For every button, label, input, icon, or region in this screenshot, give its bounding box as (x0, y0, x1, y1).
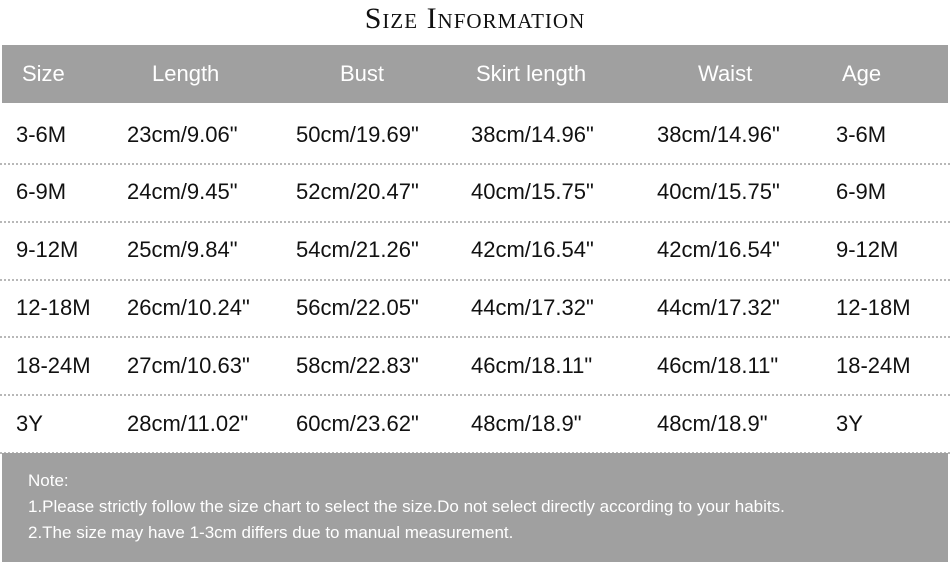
table-cell: 25cm/9.84" (127, 237, 238, 263)
table-cell: 3Y (16, 410, 43, 436)
table-cell: 42cm/16.54" (471, 237, 594, 263)
note-box: Note: 1.Please strictly follow the size … (2, 453, 948, 562)
table-cell: 50cm/19.69" (296, 121, 419, 147)
table-cell: 38cm/14.96" (471, 121, 594, 147)
table-cell: 6-9M (836, 179, 887, 205)
table-cell: 46cm/18.11" (471, 352, 593, 378)
table-header: Size Length Bust Skirt length Waist Age (2, 45, 948, 103)
note-label: Note: (28, 471, 69, 490)
table-row: 9-12M 25cm/9.84" 54cm/21.26" 42cm/16.54" 42c… (0, 222, 950, 281)
table-cell: 58cm/22.83" (296, 352, 419, 378)
table-cell: 3-6M (836, 121, 887, 147)
table-cell: 48cm/18.9" (657, 410, 768, 436)
table-cell: 24cm/9.45" (127, 179, 238, 205)
table-cell: 3Y (836, 410, 863, 436)
table-cell: 44cm/17.32" (657, 294, 780, 320)
table-cell: 46cm/18.11" (657, 352, 779, 378)
table-cell: 27cm/10.63" (127, 352, 250, 378)
table-row: 12-18M 26cm/10.24" 56cm/22.05" 44cm/17.32" 4… (0, 279, 950, 339)
table-cell: 40cm/15.75" (471, 179, 594, 205)
table-cell: 26cm/10.24" (127, 294, 250, 320)
table-cell: 3-6M (16, 121, 67, 147)
table-cell: 56cm/22.05" (296, 294, 419, 320)
table-cell: 40cm/15.75" (657, 179, 780, 205)
table-cell: 6-9M (16, 179, 67, 205)
table-cell: 42cm/16.54" (657, 237, 780, 263)
table-cell: 12-18M (836, 294, 911, 320)
note-line-1: 1.Please strictly follow the size chart … (28, 497, 785, 516)
table-cell: 12-18M (16, 294, 91, 320)
table-row: 3-6M 23cm/9.06" 50cm/19.69" 38cm/14.96" 38cm… (0, 106, 950, 165)
table-cell: 54cm/21.26" (296, 237, 419, 263)
column-header: Age (842, 61, 882, 86)
table-cell: 28cm/11.02" (127, 410, 249, 436)
column-header: Waist (698, 61, 753, 86)
column-header: Bust (340, 61, 385, 86)
column-header: Skirt length (476, 61, 587, 86)
table-cell: 9-12M (836, 237, 899, 263)
table-cell: 48cm/18.9" (471, 410, 582, 436)
table-cell: 23cm/9.06" (127, 121, 238, 147)
table-row: 3Y 28cm/11.02" 60cm/23.62" 48cm/18.9" 48cm/1… (0, 395, 950, 454)
table-cell: 38cm/14.96" (657, 121, 780, 147)
note-line-2: 2.The size may have 1-3cm differs due to… (28, 523, 514, 542)
table-row: 6-9M 24cm/9.45" 52cm/20.47" 40cm/15.75" 40cm… (0, 164, 950, 223)
table-cell: 52cm/20.47" (296, 179, 419, 205)
table-cell: 18-24M (836, 352, 911, 378)
page-title: Size Information (364, 2, 586, 35)
column-header: Length (152, 61, 220, 86)
column-header: Size (22, 61, 65, 86)
table-cell: 44cm/17.32" (471, 294, 594, 320)
table-cell: 60cm/23.62" (296, 410, 419, 436)
table-row: 18-24M 27cm/10.63" 58cm/22.83" 46cm/18.11" 4… (0, 337, 950, 397)
table-cell: 18-24M (16, 352, 91, 378)
table-cell: 9-12M (16, 237, 79, 263)
